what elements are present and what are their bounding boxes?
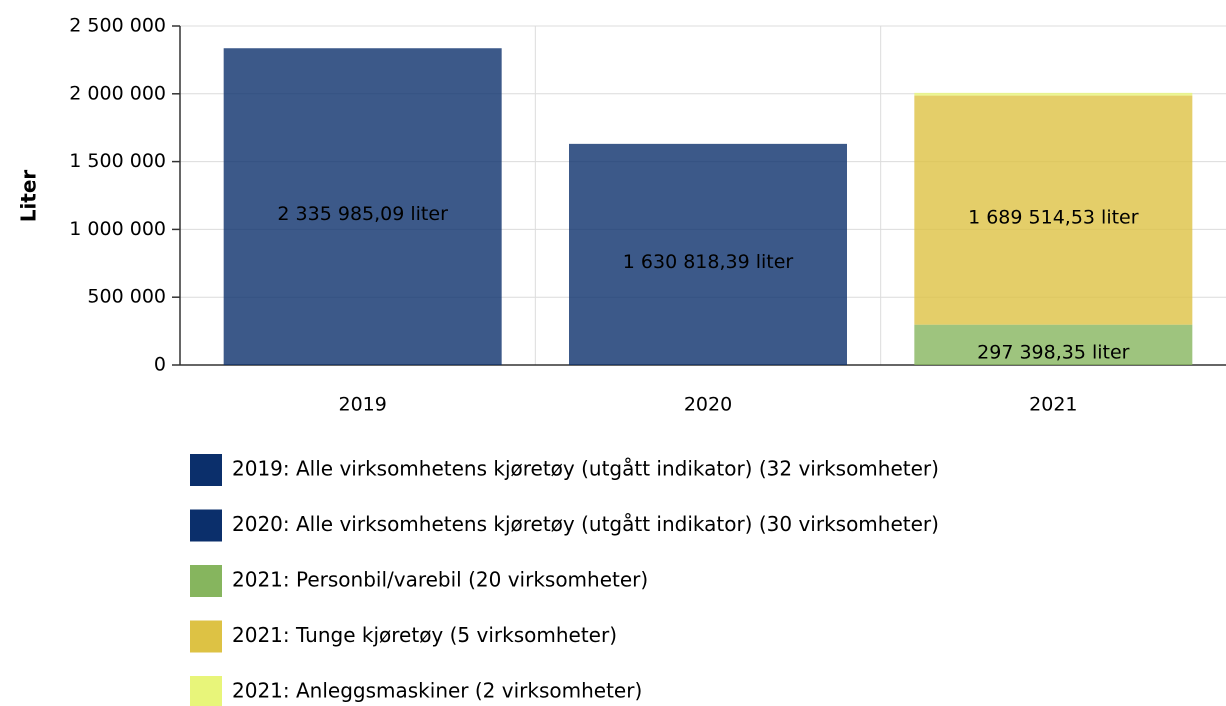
x-tick-label: 2021 — [1029, 394, 1077, 416]
bar-segment — [914, 324, 1193, 365]
data-label: 1 689 514,53 liter — [968, 207, 1139, 229]
legend-label: 2020: Alle virksomhetens kjøretøy (utgåt… — [232, 512, 939, 536]
data-label: 1 630 818,39 liter — [623, 251, 794, 273]
y-axis-label: Liter — [17, 170, 41, 223]
x-tick-label: 2019 — [338, 394, 386, 416]
legend-label: 2019: Alle virksomhetens kjøretøy (utgåt… — [232, 457, 939, 481]
y-tick-label: 2 000 000 — [69, 82, 166, 104]
x-tick-label: 2020 — [684, 394, 732, 416]
legend-label: 2021: Personbil/varebil (20 virksomheter… — [232, 568, 648, 592]
data-label: 2 335 985,09 liter — [277, 203, 448, 225]
legend-swatch — [190, 676, 222, 706]
legend-swatch — [190, 620, 222, 653]
data-label: 297 398,35 liter — [977, 341, 1130, 363]
legend-label: 2021: Anleggsmaskiner (2 virksomheter) — [232, 679, 642, 703]
legend-swatch — [190, 509, 222, 542]
legend-swatch — [190, 454, 222, 486]
y-tick-label: 500 000 — [87, 286, 166, 308]
bar-segment — [914, 95, 1193, 325]
bar-segment — [914, 92, 1193, 96]
y-tick-label: 1 500 000 — [69, 150, 166, 172]
legend-label: 2021: Tunge kjøretøy (5 virksomheter) — [232, 623, 617, 647]
bar-segment — [569, 143, 847, 365]
legend-swatch — [190, 565, 222, 597]
bar-segment — [223, 48, 502, 366]
y-tick-label: 1 000 000 — [69, 218, 166, 240]
y-tick-label: 2 500 000 — [69, 15, 166, 37]
y-tick-label: 0 — [154, 354, 166, 376]
